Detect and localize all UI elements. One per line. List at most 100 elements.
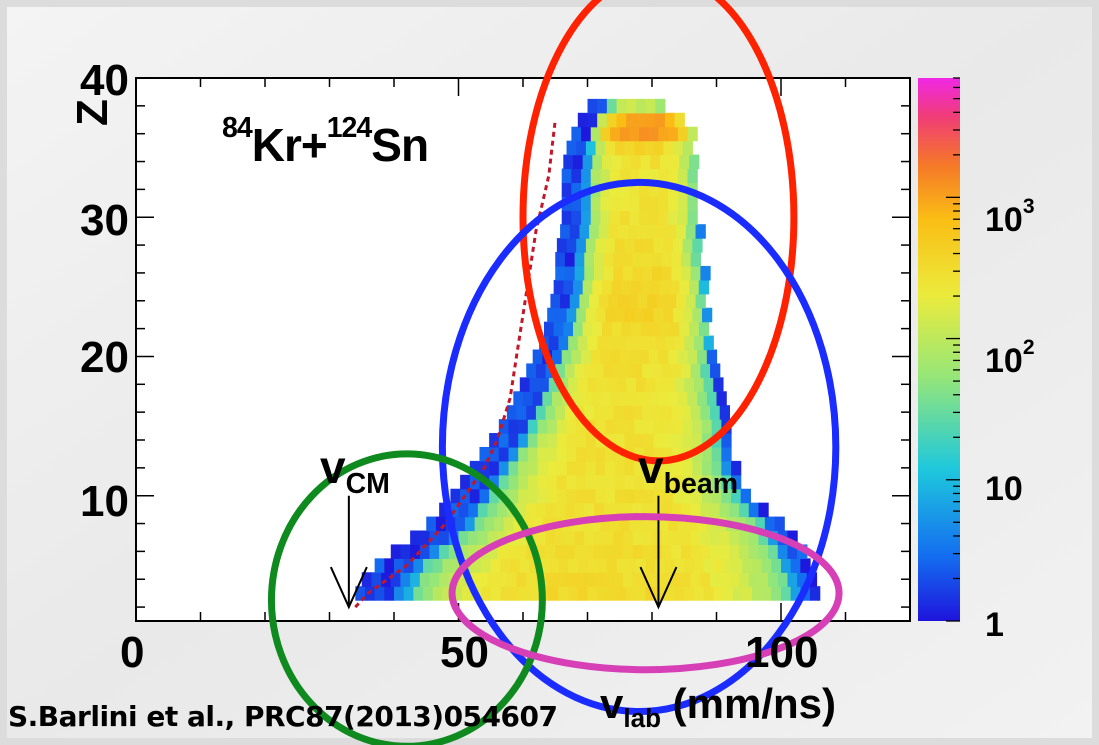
heatmap-cell (672, 488, 684, 504)
heatmap-cell (658, 168, 669, 184)
heatmap-cell (582, 279, 593, 295)
heatmap-cell (684, 335, 695, 351)
heatmap-cell (631, 321, 642, 337)
heatmap-cell (605, 140, 616, 156)
heatmap-cell (484, 516, 495, 532)
heatmap-cell (561, 182, 572, 197)
heatmap-cell (629, 196, 640, 211)
heatmap-cell (692, 460, 703, 476)
heatmap-cell (587, 112, 598, 128)
heatmap-cell (487, 544, 498, 559)
heatmap-cell (681, 502, 692, 518)
heatmap-cell (572, 154, 584, 170)
heatmap-cell (410, 572, 421, 587)
heatmap-cell (711, 488, 722, 504)
heatmap-cell (432, 586, 443, 601)
heatmap-cell (677, 349, 689, 365)
heatmap-cell (631, 279, 642, 295)
heatmap-cell (653, 446, 664, 462)
heatmap-cell (787, 572, 798, 587)
heatmap-cell (692, 488, 703, 504)
heatmap-cell (490, 586, 502, 601)
heatmap-cell (423, 558, 434, 573)
heatmap-cell (371, 572, 382, 587)
heatmap-cell (439, 572, 450, 587)
heatmap-cell (589, 293, 600, 309)
heatmap-cell (692, 238, 703, 253)
heatmap-cell (687, 349, 698, 365)
heatmap-cell (758, 530, 769, 546)
heatmap-cell (642, 502, 653, 518)
heatmap-cell (571, 349, 582, 365)
heatmap-cell (481, 586, 492, 601)
heatmap-cell (635, 335, 647, 351)
heatmap-cell (481, 558, 492, 573)
heatmap-cell (689, 279, 700, 295)
heatmap-cell (650, 279, 661, 295)
heatmap-cell (611, 154, 622, 170)
title-b-mass: 124 (326, 112, 373, 144)
heatmap-cell (671, 530, 682, 546)
heatmap-cell (632, 572, 643, 587)
heatmap-cell (739, 544, 750, 559)
heatmap-cell (585, 488, 597, 504)
heatmap-cell (645, 335, 656, 351)
heatmap-cell (581, 210, 592, 225)
heatmap-cell (652, 252, 663, 267)
heatmap-cell (547, 474, 558, 490)
heatmap-cell (487, 530, 498, 546)
heatmap-cell (605, 433, 616, 448)
title-b-sym: Sn (371, 119, 429, 172)
heatmap-cell (489, 460, 500, 476)
heatmap-cell (527, 419, 539, 434)
heatmap-cell (574, 502, 585, 518)
x-tick-label-50: 50 (440, 628, 489, 677)
x-axis-label-main: v (600, 680, 624, 727)
heatmap-cell (552, 391, 563, 406)
heatmap-cell (729, 502, 740, 518)
heatmap-cell (703, 335, 714, 351)
heatmap-cell (539, 377, 550, 392)
heatmap-cell (556, 433, 568, 448)
heatmap-cell (572, 279, 584, 295)
heatmap-cell (672, 140, 684, 156)
heatmap-cell (518, 433, 529, 448)
heatmap-cell (569, 293, 581, 309)
y-tick-label-30: 30 (80, 196, 129, 245)
heatmap-cell (624, 488, 635, 504)
heatmap-cell (555, 363, 566, 378)
heatmap-cell (564, 363, 576, 378)
heatmap-cell (677, 391, 689, 406)
heatmap-cell (648, 126, 660, 142)
heatmap-cell (658, 391, 669, 406)
heatmap-cell (508, 446, 519, 462)
heatmap-cell (545, 502, 556, 518)
heatmap-cell (698, 321, 710, 337)
heatmap-cell (642, 363, 653, 378)
heatmap-cell (674, 335, 685, 351)
heatmap-cell (624, 238, 635, 253)
heatmap-cell (527, 460, 539, 476)
heatmap-cell (603, 265, 614, 281)
heatmap-cell (632, 530, 643, 546)
x-tick-label-0: 0 (120, 628, 145, 677)
heatmap-cell (458, 530, 469, 546)
heatmap-cell (479, 446, 490, 462)
heatmap-cell (693, 377, 705, 392)
heatmap-cell (690, 363, 701, 378)
heatmap-cell (652, 363, 663, 378)
heatmap-cell (634, 419, 645, 434)
heatmap-cell (547, 446, 558, 462)
heatmap-cell (700, 544, 711, 559)
heatmap-cell (655, 98, 666, 114)
heatmap-cell (739, 502, 750, 518)
heatmap-cell (500, 586, 511, 601)
heatmap-cell (687, 516, 698, 532)
heatmap-cell (493, 516, 505, 532)
heatmap-cell (690, 252, 701, 267)
heatmap-cell (710, 363, 721, 378)
heatmap-cell (613, 502, 624, 518)
heatmap-cell (713, 558, 724, 573)
heatmap-cell (684, 558, 695, 573)
heatmap-cell (545, 572, 556, 587)
